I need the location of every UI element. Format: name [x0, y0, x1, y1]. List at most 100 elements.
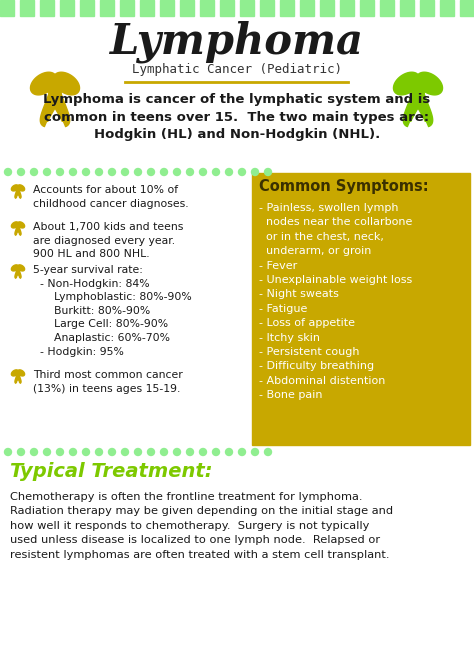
- Circle shape: [147, 448, 155, 455]
- Polygon shape: [18, 185, 25, 191]
- Polygon shape: [18, 222, 25, 228]
- Circle shape: [252, 448, 258, 455]
- Circle shape: [200, 448, 207, 455]
- Polygon shape: [15, 271, 19, 278]
- Bar: [320, 0, 334, 16]
- Text: - Painless, swollen lymph
  nodes near the collarbone
  or in the chest, neck,
 : - Painless, swollen lymph nodes near the…: [259, 203, 412, 400]
- Polygon shape: [15, 190, 19, 198]
- Circle shape: [4, 448, 11, 455]
- Circle shape: [95, 168, 102, 176]
- Circle shape: [30, 448, 37, 455]
- Bar: [100, 0, 114, 16]
- Circle shape: [186, 448, 193, 455]
- Circle shape: [200, 168, 207, 176]
- Circle shape: [264, 168, 272, 176]
- Circle shape: [161, 448, 167, 455]
- Bar: [420, 0, 434, 16]
- Text: Lymphoma is cancer of the lymphatic system and is
common in teens over 15.  The : Lymphoma is cancer of the lymphatic syst…: [44, 93, 430, 141]
- Bar: [380, 0, 394, 16]
- Circle shape: [252, 168, 258, 176]
- Circle shape: [16, 374, 20, 377]
- Circle shape: [135, 448, 142, 455]
- Bar: [280, 0, 294, 16]
- Circle shape: [4, 168, 11, 176]
- Text: Common Symptoms:: Common Symptoms:: [259, 179, 428, 194]
- Bar: [360, 0, 374, 16]
- Circle shape: [70, 168, 76, 176]
- Circle shape: [49, 86, 61, 99]
- Polygon shape: [416, 72, 443, 95]
- Circle shape: [121, 168, 128, 176]
- Circle shape: [412, 86, 424, 99]
- Text: 5-year survival rate:
  - Non-Hodgkin: 84%
      Lymphoblastic: 80%-90%
      Bu: 5-year survival rate: - Non-Hodgkin: 84%…: [33, 265, 192, 357]
- Polygon shape: [18, 370, 25, 376]
- Circle shape: [226, 448, 233, 455]
- Polygon shape: [54, 72, 80, 95]
- Circle shape: [238, 168, 246, 176]
- Text: Typical Treatment:: Typical Treatment:: [10, 462, 212, 481]
- Circle shape: [95, 448, 102, 455]
- Bar: [240, 0, 254, 16]
- Circle shape: [212, 448, 219, 455]
- Circle shape: [56, 448, 64, 455]
- Circle shape: [173, 448, 181, 455]
- Polygon shape: [11, 185, 18, 191]
- Circle shape: [16, 225, 20, 229]
- Polygon shape: [40, 93, 61, 127]
- Text: Third most common cancer
(13%) in teens ages 15-19.: Third most common cancer (13%) in teens …: [33, 370, 183, 394]
- Polygon shape: [17, 190, 21, 198]
- Circle shape: [44, 448, 51, 455]
- Polygon shape: [393, 72, 419, 95]
- Polygon shape: [11, 222, 18, 228]
- Circle shape: [135, 168, 142, 176]
- Bar: [80, 0, 94, 16]
- Polygon shape: [15, 227, 19, 235]
- Circle shape: [82, 168, 90, 176]
- Circle shape: [56, 168, 64, 176]
- Bar: [252, 173, 470, 445]
- Circle shape: [173, 168, 181, 176]
- Bar: [200, 0, 214, 16]
- Text: Accounts for about 10% of
childhood cancer diagnoses.: Accounts for about 10% of childhood canc…: [33, 185, 189, 209]
- Bar: [20, 0, 34, 16]
- Polygon shape: [17, 271, 21, 278]
- Bar: [460, 0, 474, 16]
- Polygon shape: [18, 265, 25, 271]
- Circle shape: [70, 448, 76, 455]
- Bar: [140, 0, 154, 16]
- Text: Lymphatic Cancer (Pediatric): Lymphatic Cancer (Pediatric): [132, 64, 342, 76]
- Polygon shape: [17, 227, 21, 235]
- Polygon shape: [30, 72, 56, 95]
- Circle shape: [238, 448, 246, 455]
- Circle shape: [18, 168, 25, 176]
- Polygon shape: [412, 93, 433, 127]
- Polygon shape: [403, 93, 424, 127]
- Bar: [120, 0, 134, 16]
- Bar: [60, 0, 74, 16]
- Bar: [300, 0, 314, 16]
- Bar: [0, 0, 14, 16]
- Bar: [440, 0, 454, 16]
- Circle shape: [109, 448, 116, 455]
- Text: Chemotherapy is often the frontline treatment for lymphoma.
Radiation therapy ma: Chemotherapy is often the frontline trea…: [10, 492, 393, 560]
- Bar: [160, 0, 174, 16]
- Bar: [220, 0, 234, 16]
- Circle shape: [161, 168, 167, 176]
- Bar: [400, 0, 414, 16]
- Polygon shape: [11, 265, 18, 271]
- Circle shape: [226, 168, 233, 176]
- Bar: [40, 0, 54, 16]
- Circle shape: [16, 269, 20, 272]
- Circle shape: [44, 168, 51, 176]
- Circle shape: [16, 188, 20, 192]
- Bar: [340, 0, 354, 16]
- Circle shape: [147, 168, 155, 176]
- Bar: [180, 0, 194, 16]
- Polygon shape: [17, 375, 21, 383]
- Bar: [260, 0, 274, 16]
- Text: About 1,700 kids and teens
are diagnosed every year.
900 HL and 800 NHL.: About 1,700 kids and teens are diagnosed…: [33, 222, 183, 259]
- Circle shape: [30, 168, 37, 176]
- Circle shape: [109, 168, 116, 176]
- Polygon shape: [15, 375, 19, 383]
- Polygon shape: [49, 93, 70, 127]
